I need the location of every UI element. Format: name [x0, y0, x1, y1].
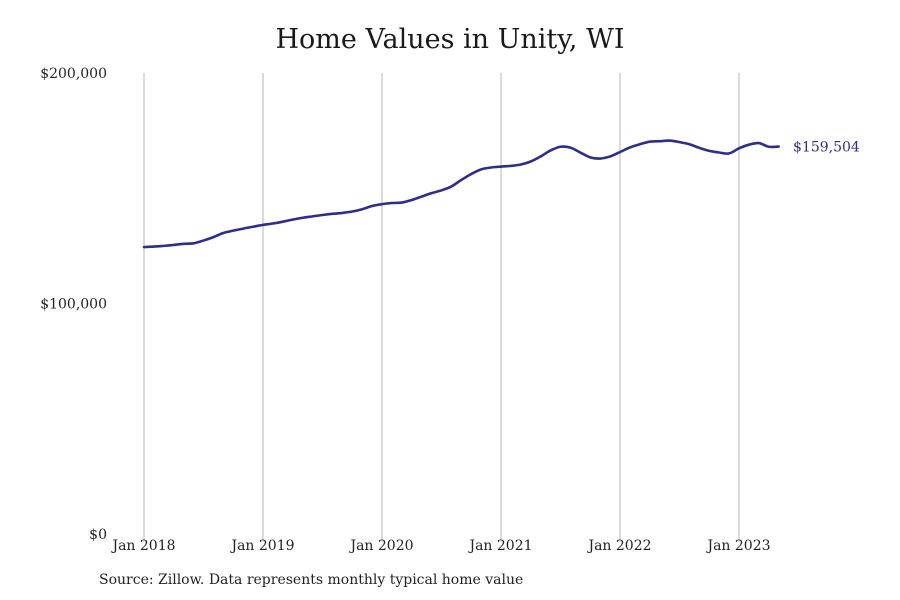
x-tick-label: Jan 2019 — [229, 538, 294, 554]
x-tick-label: Jan 2023 — [705, 538, 770, 554]
source-note: Source: Zillow. Data represents monthly … — [99, 572, 524, 588]
y-tick-label: $200,000 — [40, 66, 107, 82]
end-value-label: $159,504 — [793, 140, 860, 156]
y-tick-label: $100,000 — [40, 297, 107, 313]
series-group — [142, 139, 780, 249]
chart-title: Home Values in Unity, WI — [275, 24, 625, 55]
x-tick-label: Jan 2020 — [348, 538, 413, 554]
end-label-group: $159,504 — [793, 140, 860, 156]
series-line — [142, 139, 780, 249]
x-tick-label: Jan 2022 — [586, 538, 651, 554]
x-tick-label: Jan 2018 — [110, 538, 175, 554]
grid-lines — [143, 73, 740, 542]
x-tick-label: Jan 2021 — [467, 538, 532, 554]
x-axis: Jan 2018 Jan 2019 Jan 2020 Jan 2021 Jan 2022… — [110, 538, 770, 554]
y-axis: $0 $100,000 $200,000 — [40, 66, 107, 543]
y-tick-label: $0 — [89, 527, 107, 543]
